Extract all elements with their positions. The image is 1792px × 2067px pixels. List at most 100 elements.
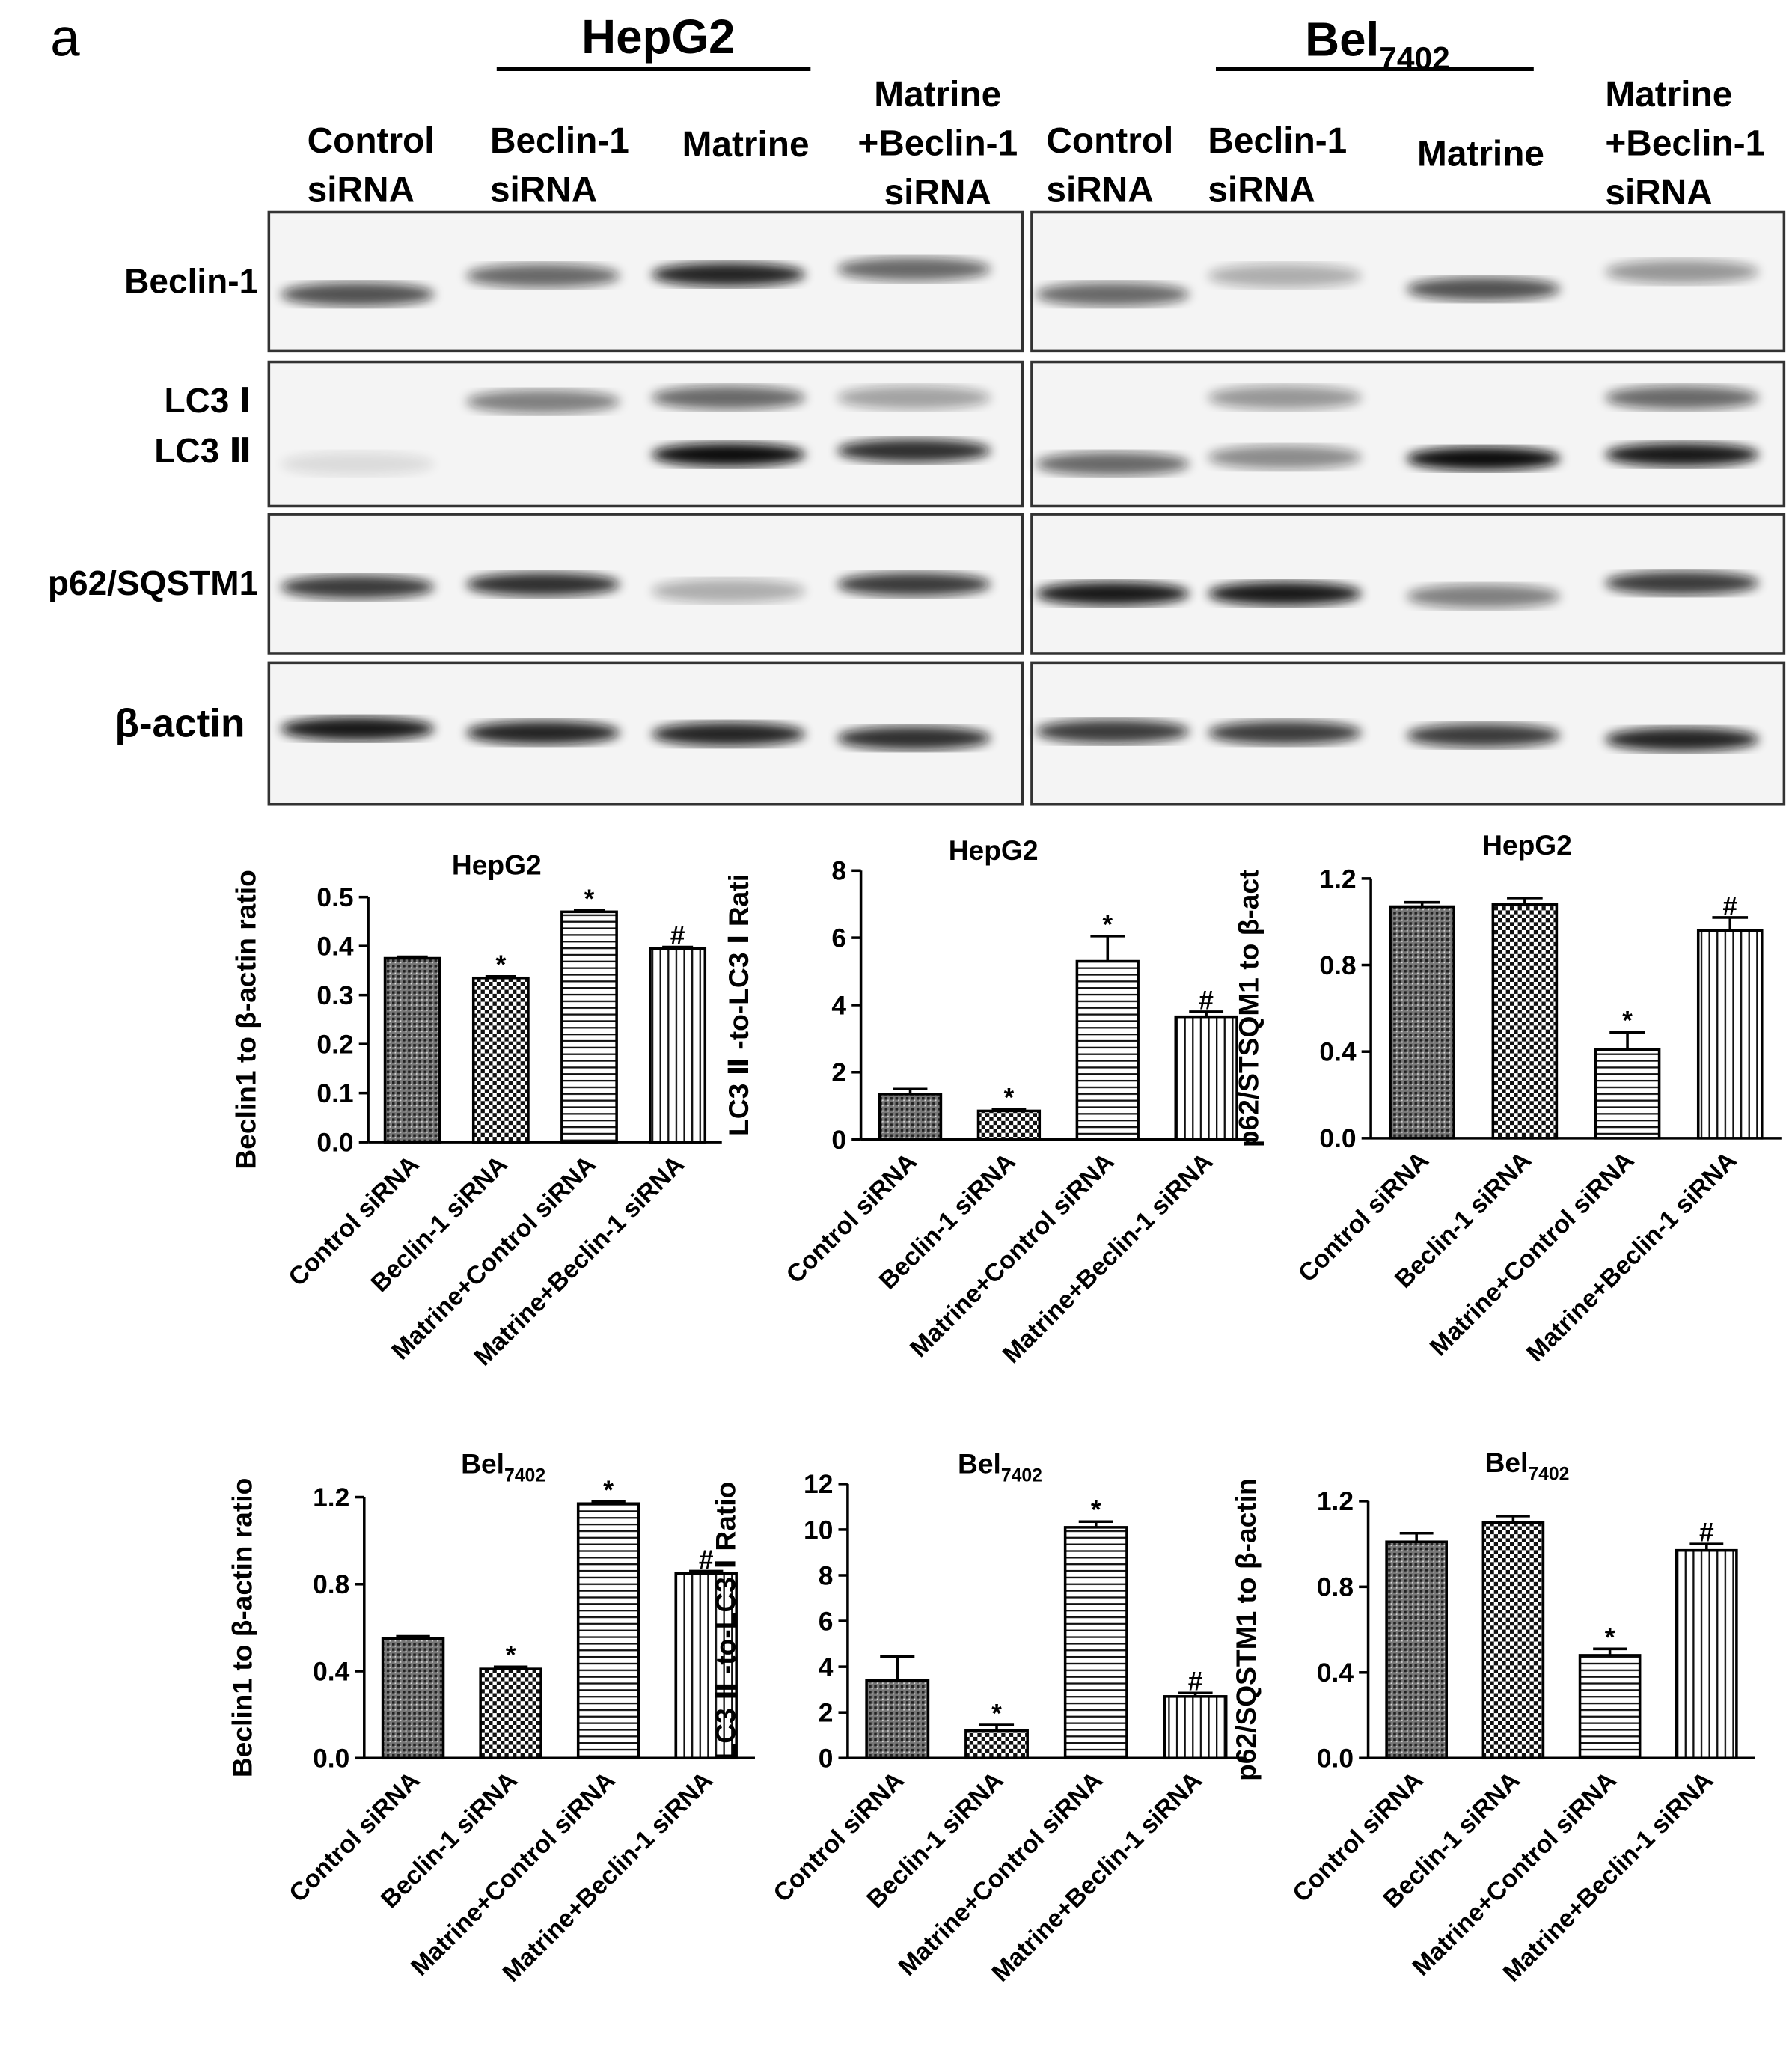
x-tick-label: Matrine+Control siRNA [893, 1767, 1108, 1982]
chart: Bel7402 p62/SQSTM1 to β-actin 0.0 0.4 0.8 1.2… [1230, 1447, 1755, 1988]
bar [560, 910, 618, 1144]
bar [479, 1667, 542, 1760]
error-bar [1593, 1647, 1627, 1655]
significance-mark: * [584, 884, 595, 914]
lane-label: siRNA [1208, 170, 1315, 210]
y-tick-label: 10 [804, 1515, 833, 1545]
blot-band [281, 716, 435, 741]
bar [878, 1093, 943, 1141]
y-tick-label: 2 [831, 1057, 846, 1087]
significance-mark: # [699, 1545, 714, 1575]
error-bar [893, 1087, 928, 1094]
y-axis-label: Beclin1 to β-actin ratio [226, 1478, 257, 1778]
significance-mark: * [1622, 1006, 1633, 1036]
bar [1063, 1526, 1128, 1760]
blot-band [651, 385, 806, 410]
bar [383, 956, 441, 1144]
lane-label: siRNA [1046, 170, 1153, 210]
y-tick-label: 0.4 [1317, 1658, 1354, 1688]
y-axis-label: LC3 Ⅱ -to-LC3 Ⅰ Rati [723, 874, 754, 1136]
bar [471, 976, 530, 1144]
title-text: Bel [958, 1448, 1001, 1480]
bar [865, 1679, 930, 1760]
blot-band [1036, 719, 1190, 744]
panel-label: a [50, 9, 80, 68]
error-bar [1090, 935, 1125, 962]
blot-panel [267, 210, 1024, 353]
y-tick-label: 0.3 [316, 980, 353, 1010]
x-tick-label: Matrine+Control siRNA [406, 1767, 620, 1982]
significance-mark: # [1722, 891, 1737, 920]
significance-mark: # [1199, 985, 1214, 1015]
row-label: Beclin-1 [124, 261, 258, 300]
y-axis-label: p62/STSQM1 to β-act [1233, 870, 1265, 1148]
significance-mark: * [506, 1640, 516, 1670]
lane-label: Beclin-1 [490, 121, 629, 161]
bar [649, 947, 707, 1144]
chart-title: HepG2 [452, 849, 542, 881]
error-bar [1496, 1515, 1530, 1523]
bar [1696, 929, 1764, 1140]
x-tick-label: Matrine+Beclin-1 siRNA [997, 1148, 1218, 1369]
blot-band [1036, 451, 1190, 476]
lane-label: Matrine [1605, 75, 1732, 115]
error-bar [397, 955, 428, 959]
blot-band [651, 442, 806, 467]
error-bar [1178, 1691, 1213, 1697]
blot-band [837, 257, 991, 281]
error-bar [1507, 897, 1543, 905]
lane-label: siRNA [308, 170, 415, 210]
blot-band [466, 721, 620, 745]
significance-mark: * [1102, 909, 1113, 939]
lane-label: +Beclin-1 [1605, 123, 1765, 163]
y-tick-label: 0.8 [1319, 950, 1356, 980]
blot-panel [267, 360, 1024, 508]
bar [964, 1729, 1029, 1760]
y-tick-label: 0.0 [313, 1744, 349, 1774]
y-tick-label: 8 [819, 1560, 834, 1590]
lane-label: siRNA [884, 173, 991, 213]
blot-band [1406, 584, 1561, 608]
error-bar [991, 1108, 1027, 1111]
y-tick-label: 0.0 [316, 1128, 353, 1158]
error-bar [979, 1723, 1015, 1731]
blot-band [1406, 277, 1561, 302]
title-text: HepG2 [452, 849, 542, 881]
bar [1174, 1015, 1238, 1141]
x-tick-label: Matrine+Beclin-1 siRNA [498, 1767, 718, 1988]
y-axis-label: p62/SQSTM1 to β-actin [1230, 1478, 1262, 1781]
significance-mark: * [1091, 1495, 1101, 1525]
lane-label: Matrine [682, 125, 810, 165]
bar [381, 1637, 445, 1760]
y-tick-label: 0.1 [316, 1078, 353, 1108]
error-bar [493, 1665, 528, 1670]
error-bar [1078, 1520, 1113, 1527]
blot-band [281, 575, 435, 599]
blot-band [1208, 385, 1362, 410]
chart-title: Bel7402 [1485, 1447, 1570, 1485]
chart-title: HepG2 [949, 834, 1039, 866]
error-bar [1399, 1532, 1434, 1542]
bar [1385, 1540, 1448, 1760]
group-label: HepG2 [581, 10, 735, 64]
chart-title: Bel7402 [461, 1448, 545, 1486]
error-bar [880, 1655, 915, 1681]
y-tick-label: 12 [804, 1469, 833, 1499]
blot-band [1406, 446, 1561, 471]
blot-panel [1030, 360, 1786, 508]
blot-band [1605, 260, 1759, 284]
blot-band [1406, 723, 1561, 748]
blot-band [651, 722, 806, 746]
bar [576, 1502, 640, 1760]
error-bar [1689, 1542, 1724, 1551]
chart-title: Bel7402 [958, 1448, 1042, 1486]
blot-band [1036, 282, 1190, 307]
y-tick-label: 4 [831, 990, 846, 1020]
row-label: LC3 Ⅰ [164, 381, 251, 420]
error-bar [662, 945, 694, 949]
y-tick-label: 0.2 [316, 1030, 353, 1060]
y-tick-label: 6 [831, 923, 846, 953]
chart: HepG2 Beclin1 to β-actin ratio 0.0 0.1 0.2 0.… [230, 849, 722, 1372]
y-tick-label: 0.8 [313, 1569, 349, 1599]
blot-band [1208, 445, 1362, 469]
